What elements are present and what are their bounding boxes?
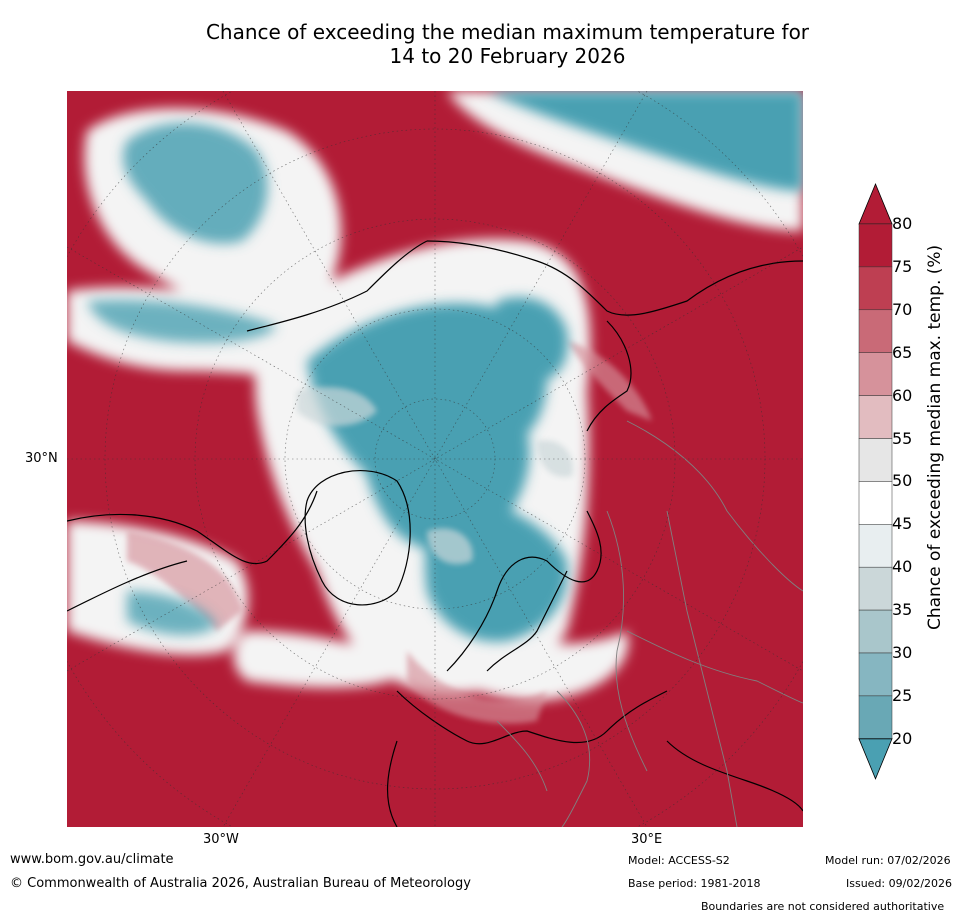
colorbar-band — [858, 352, 893, 396]
colorbar-title: Chance of exceeding median max. temp. (%… — [925, 244, 945, 630]
colorbar-tick-label: 80 — [892, 214, 913, 233]
colorbar-band — [858, 309, 893, 353]
country-borders — [496, 420, 803, 827]
colorbar-band — [858, 266, 893, 311]
colorbar-tick-label: 30 — [892, 643, 913, 662]
lon-label-30w: 30°W — [203, 832, 239, 847]
colorbar-tick-label: 40 — [892, 557, 913, 577]
lon-label-30e: 30°E — [631, 832, 663, 847]
colorbar-extend-bottom — [858, 738, 893, 780]
cool-zones — [87, 91, 803, 642]
graticule — [67, 91, 803, 827]
colorbar-tick-label: 65 — [892, 342, 913, 362]
colorbar-band — [858, 481, 893, 525]
map-title: Chance of exceeding the median maximum t… — [60, 20, 955, 68]
colorbar-tick-label: 60 — [892, 385, 913, 405]
pink-bands — [127, 341, 652, 724]
lat-label-30n: 30°N — [25, 451, 58, 466]
footer-disclaimer: Boundaries are not considered authoritat… — [701, 900, 945, 913]
colorbar — [858, 182, 893, 780]
title-line-1: Chance of exceeding the median maximum t… — [205, 20, 810, 44]
colorbar-band — [858, 223, 893, 268]
footer-url: www.bom.gov.au/climate — [10, 852, 174, 867]
colorbar-band — [858, 652, 893, 697]
colorbar-tick-label: 55 — [892, 428, 913, 448]
colorbar-band — [858, 438, 893, 482]
colorbar-band — [858, 566, 893, 611]
footer-model-run: Model run: 07/02/2026 — [825, 854, 951, 867]
colorbar-tick-label: 45 — [892, 514, 913, 534]
probability-map — [67, 91, 803, 827]
colorbar-tick-label: 75 — [892, 256, 913, 276]
footer-base-period: Base period: 1981-2018 — [628, 877, 761, 890]
colorbar-band — [858, 695, 893, 740]
light-patches — [297, 387, 573, 565]
colorbar-tick-label: 20 — [892, 728, 913, 748]
coastlines — [67, 240, 803, 827]
colorbar-tick-label: 70 — [892, 299, 913, 319]
colorbar-tick-label: 25 — [892, 685, 913, 705]
colorbar-band — [858, 609, 893, 654]
footer-issued: Issued: 09/02/2026 — [846, 877, 953, 890]
colorbar-tick-label: 50 — [892, 471, 913, 491]
footer-model: Model: ACCESS-S2 — [628, 854, 730, 867]
colorbar-tick-label: 35 — [892, 600, 913, 620]
colorbar-band — [858, 395, 893, 439]
colorbar-band — [858, 524, 893, 568]
title-line-2: 14 to 20 February 2026 — [389, 44, 626, 68]
colorbar-extend-top — [858, 182, 893, 225]
footer-copyright: © Commonwealth of Australia 2026, Austra… — [10, 876, 471, 891]
